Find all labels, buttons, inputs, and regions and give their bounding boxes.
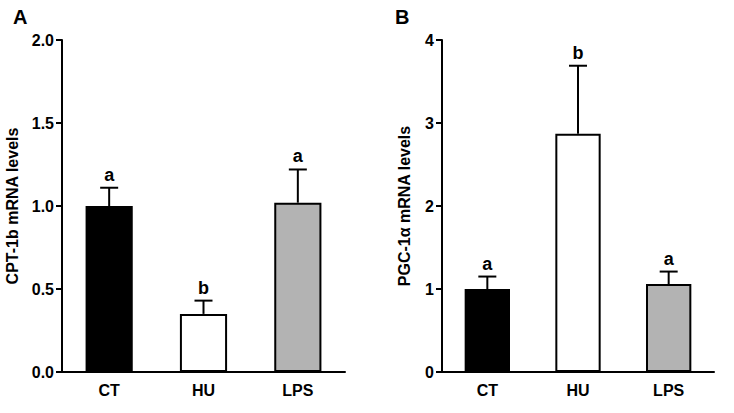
svg-text:1: 1 [425, 281, 434, 298]
svg-text:0.5: 0.5 [32, 281, 54, 298]
svg-text:3: 3 [425, 115, 434, 132]
svg-text:a: a [104, 165, 115, 185]
svg-text:a: a [293, 146, 304, 166]
svg-text:2: 2 [425, 198, 434, 215]
svg-text:CT: CT [99, 382, 121, 399]
svg-text:b: b [573, 43, 584, 63]
svg-text:HU: HU [192, 382, 215, 399]
svg-text:PGC-1α mRNA levels: PGC-1α mRNA levels [396, 126, 413, 287]
svg-text:CT: CT [477, 382, 499, 399]
svg-text:LPS: LPS [653, 382, 684, 399]
svg-text:0.0: 0.0 [32, 364, 54, 381]
svg-text:1.5: 1.5 [32, 115, 54, 132]
svg-text:2.0: 2.0 [32, 32, 54, 49]
svg-text:b: b [198, 278, 209, 298]
svg-text:a: a [482, 254, 493, 274]
svg-text:LPS: LPS [282, 382, 313, 399]
svg-text:4: 4 [425, 32, 434, 49]
svg-text:1.0: 1.0 [32, 198, 54, 215]
svg-text:HU: HU [566, 382, 589, 399]
svg-text:A: A [13, 6, 27, 28]
svg-text:0: 0 [425, 364, 434, 381]
svg-text:B: B [395, 6, 409, 28]
svg-text:a: a [664, 249, 675, 269]
svg-text:CPT-1b mRNA levels: CPT-1b mRNA levels [4, 128, 21, 285]
